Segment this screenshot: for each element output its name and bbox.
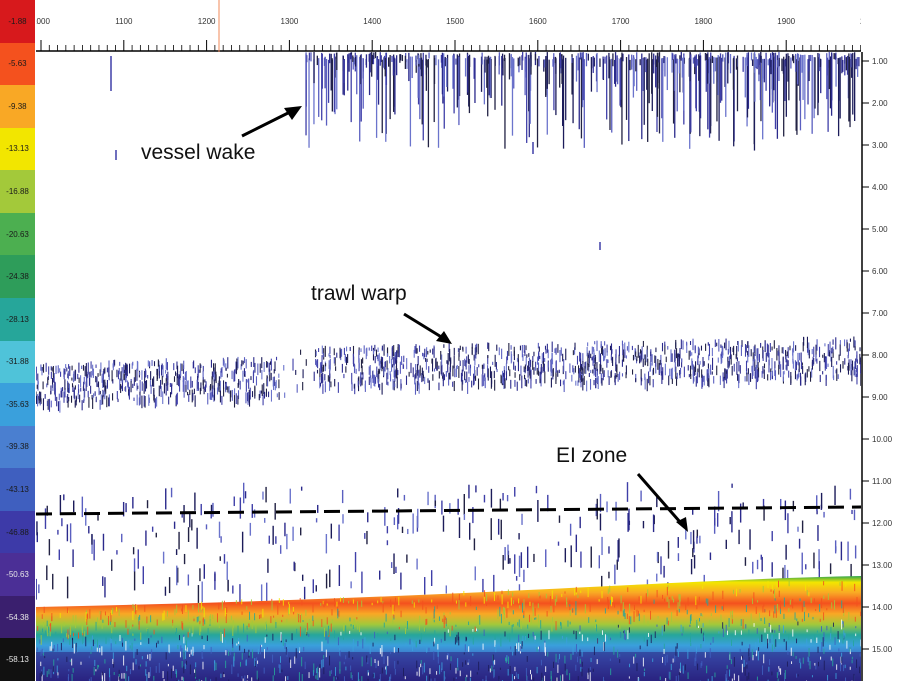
vessel-wake-echoes bbox=[110, 52, 860, 250]
color-scale-cell: -35.63 bbox=[0, 383, 35, 426]
color-scale-cell: -24.38 bbox=[0, 255, 35, 298]
x-tick-label: 1500 bbox=[446, 17, 464, 26]
color-scale-cell: -13.13 bbox=[0, 127, 35, 171]
x-tick-label: 1900 bbox=[777, 17, 795, 26]
y-tick-label: 13.00 bbox=[872, 561, 893, 570]
ei-zone-line bbox=[36, 505, 861, 516]
trawl-warp-label: trawl warp bbox=[311, 282, 407, 305]
x-tick-label: 1200 bbox=[198, 17, 216, 26]
color-scale-cell: -9.38 bbox=[0, 85, 35, 128]
trawl-warp-echoes bbox=[36, 336, 861, 413]
depth-axis: 1.00 2.00 3.00 4.00 5.00 6.00 7.00 8.00 9.00 10.0… bbox=[861, 52, 899, 681]
x-tick-label: 1700 bbox=[612, 17, 630, 26]
y-tick-label: 5.00 bbox=[872, 225, 888, 234]
color-scale-cell: -20.63 bbox=[0, 212, 35, 256]
y-tick-label: 12.00 bbox=[872, 519, 893, 528]
vessel-wake-arrow bbox=[241, 106, 302, 138]
seabed-texture bbox=[36, 580, 861, 681]
x-tick-label: 1300 bbox=[281, 17, 299, 26]
color-scale-cell: -5.63 bbox=[0, 42, 35, 86]
y-tick-label: 2.00 bbox=[872, 99, 888, 108]
y-tick-label: 9.00 bbox=[872, 393, 888, 402]
color-scale-bar: -1.88 -5.63 -9.38 -13.13 -16.88 -20.63 -24.38-… bbox=[0, 0, 35, 681]
y-tick-label: 4.00 bbox=[872, 183, 888, 192]
vessel-wake-label: vessel wake bbox=[141, 141, 256, 164]
y-tick-label: 11.00 bbox=[872, 477, 892, 486]
x-tick-label: 2000 bbox=[860, 17, 861, 26]
ping-axis: 1000 1100 1200 1300 1400 1500 1600 1700 1800 1900… bbox=[36, 0, 861, 52]
y-tick-label: 15.00 bbox=[872, 645, 893, 654]
color-scale-cell: -46.88 bbox=[0, 510, 35, 554]
color-scale-cell: -54.38 bbox=[0, 595, 35, 639]
x-tick-label: 1600 bbox=[529, 17, 547, 26]
x-tick-label: 1800 bbox=[695, 17, 713, 26]
color-scale-cell: -50.63 bbox=[0, 553, 35, 596]
trawl-warp-arrow bbox=[403, 312, 452, 344]
color-scale-cell: -16.88 bbox=[0, 170, 35, 213]
color-scale-cell: -39.38 bbox=[0, 425, 35, 469]
x-tick-label: 1000 bbox=[36, 17, 50, 26]
color-scale-cell: -43.13 bbox=[0, 468, 35, 511]
color-scale-cell: -31.88 bbox=[0, 340, 35, 384]
ei-zone-label: EI zone bbox=[556, 444, 628, 467]
y-tick-label: 7.00 bbox=[872, 309, 888, 318]
x-tick-label: 1400 bbox=[363, 17, 381, 26]
y-tick-label: 3.00 bbox=[872, 141, 888, 150]
x-tick-label: 1100 bbox=[115, 17, 133, 26]
y-tick-label: 6.00 bbox=[872, 267, 888, 276]
color-scale-cell: -28.13 bbox=[0, 297, 35, 341]
color-scale-cell: -1.88 bbox=[0, 0, 35, 43]
y-tick-label: 8.00 bbox=[872, 351, 888, 360]
y-tick-label: 1.00 bbox=[872, 57, 888, 66]
y-tick-label: 10.00 bbox=[872, 435, 893, 444]
color-scale-cell: -58.13 bbox=[0, 638, 35, 681]
ei-zone-arrow bbox=[636, 473, 688, 532]
echogram-plot[interactable] bbox=[36, 52, 861, 681]
y-tick-label: 14.00 bbox=[872, 603, 893, 612]
